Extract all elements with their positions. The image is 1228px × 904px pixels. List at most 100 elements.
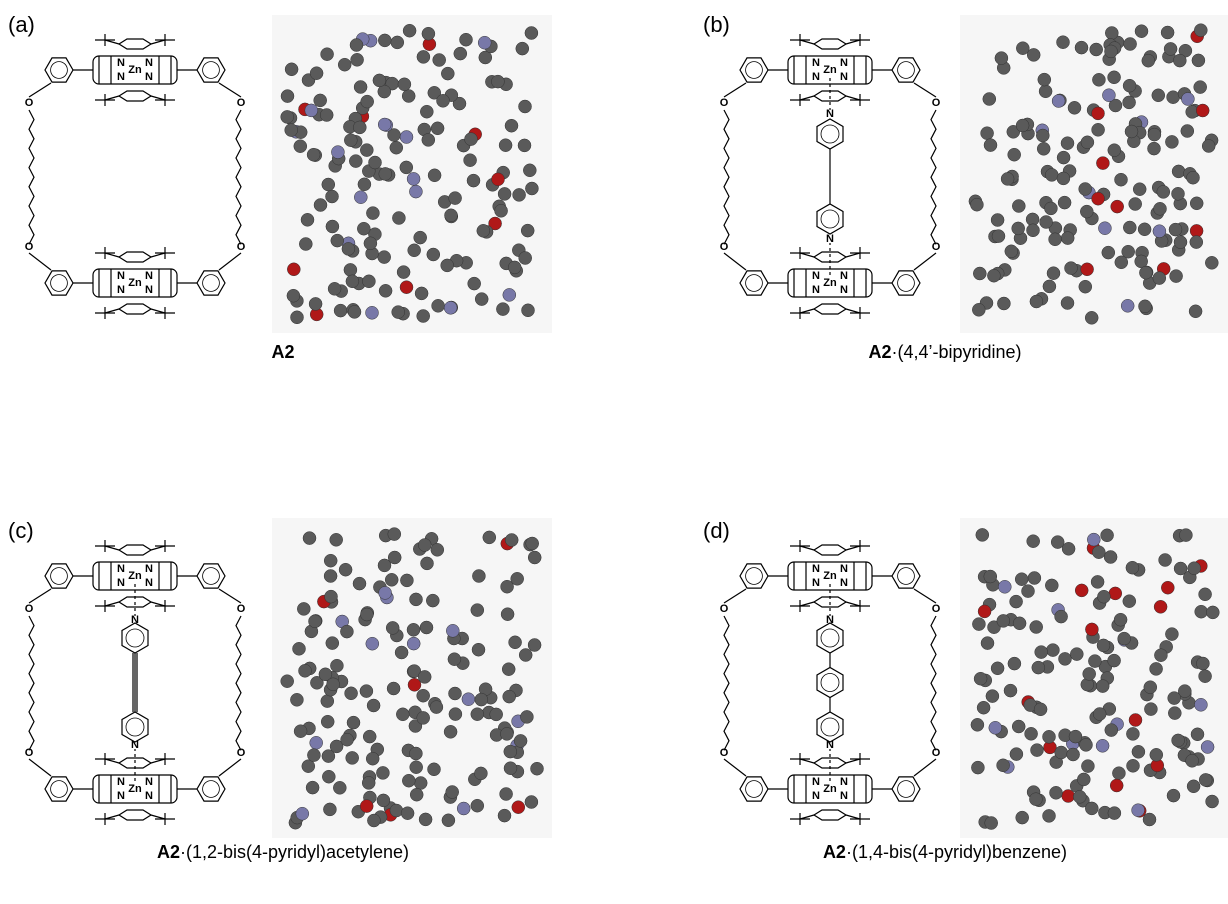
atom-sphere <box>1097 639 1110 652</box>
atom-sphere <box>528 639 541 652</box>
atom-sphere <box>503 288 516 301</box>
atom-sphere <box>367 699 380 712</box>
atom-sphere <box>347 716 360 729</box>
atom-sphere <box>1199 670 1212 683</box>
atom-sphere <box>502 663 515 676</box>
atom-sphere <box>1199 588 1212 601</box>
atom-sphere <box>519 252 532 265</box>
atom-sphere <box>1046 644 1059 657</box>
atom-sphere <box>1159 554 1172 567</box>
ring-aromatic <box>126 629 144 647</box>
atom-sphere <box>281 675 294 688</box>
atom-sphere <box>1124 38 1137 51</box>
atom-label: O <box>237 241 246 253</box>
atom-label: N <box>812 57 820 69</box>
alkyl-chain <box>29 616 34 750</box>
bond <box>29 253 51 270</box>
ring-aromatic <box>51 62 68 79</box>
atom-sphere <box>1138 223 1151 236</box>
atom-sphere <box>1105 45 1118 58</box>
atom-sphere <box>471 604 484 617</box>
atom-sphere <box>522 304 535 317</box>
panel: (d)ZnNNNNZnNNNNOOOONNA2·(1,4-bis(4-pyrid… <box>703 518 1228 862</box>
atom-sphere <box>1070 648 1083 661</box>
atom-sphere <box>387 682 400 695</box>
atom-sphere <box>400 281 413 294</box>
atom-sphere <box>971 718 984 731</box>
bond <box>914 83 936 97</box>
atom-sphere <box>445 209 458 222</box>
atom-sphere <box>496 303 509 316</box>
atom-sphere <box>1127 759 1140 772</box>
atom-sphere <box>1189 305 1202 318</box>
atom-sphere <box>330 659 343 672</box>
atom-sphere <box>1123 595 1136 608</box>
atom-sphere <box>346 275 359 288</box>
atom-sphere <box>1154 649 1167 662</box>
atom-sphere <box>1123 79 1136 92</box>
atom-sphere <box>1161 581 1174 594</box>
atom-sphere <box>314 94 327 107</box>
atom-sphere <box>420 105 433 118</box>
atom-sphere <box>1052 95 1065 108</box>
atom-sphere <box>1108 807 1121 820</box>
ring-aromatic <box>898 62 915 79</box>
aryl <box>814 545 846 555</box>
atom-sphere <box>1164 42 1177 55</box>
atom-sphere <box>366 637 379 650</box>
atom-sphere <box>1181 93 1194 106</box>
atom-sphere <box>1029 793 1042 806</box>
atom-sphere <box>468 277 481 290</box>
atom-sphere <box>981 127 994 140</box>
atom-sphere <box>1148 142 1161 155</box>
atom-sphere <box>1028 572 1041 585</box>
atom-sphere <box>346 751 359 764</box>
atom-sphere <box>1105 27 1118 40</box>
atom-sphere <box>1202 140 1215 153</box>
atom-label: Zn <box>823 570 837 582</box>
atom-sphere <box>1135 25 1148 38</box>
atom-sphere <box>471 799 484 812</box>
atom-sphere <box>1083 667 1096 680</box>
atom-sphere <box>997 759 1010 772</box>
atom-sphere <box>1190 236 1203 249</box>
atom-sphere <box>326 637 339 650</box>
atom-sphere <box>366 752 379 765</box>
caption: A2·(1,4-bis(4-pyridyl)benzene) <box>823 842 1067 862</box>
ring-aromatic <box>51 275 68 292</box>
atom-sphere <box>314 199 327 212</box>
atom-sphere <box>1105 724 1118 737</box>
atom-sphere <box>426 594 439 607</box>
atom-sphere <box>1139 266 1152 279</box>
atom-sphere <box>1173 54 1186 67</box>
atom-label: Zn <box>823 783 837 795</box>
atom-sphere <box>360 608 373 621</box>
atom-sphere <box>531 762 544 775</box>
atom-sphere <box>448 653 461 666</box>
atom-label: N <box>145 790 153 802</box>
atom-sphere <box>1154 600 1167 613</box>
atom-label: O <box>237 747 246 759</box>
atom-sphere <box>1179 529 1192 542</box>
atom-sphere <box>285 63 298 76</box>
atom-sphere <box>1154 202 1167 215</box>
atom-sphere <box>1057 36 1070 49</box>
atom-sphere <box>1043 809 1056 822</box>
atom-sphere <box>1004 684 1017 697</box>
atom-sphere <box>467 174 480 187</box>
atom-sphere <box>974 672 987 685</box>
atom-sphere <box>421 557 434 570</box>
atom-sphere <box>1057 151 1070 164</box>
atom-sphere <box>492 173 505 186</box>
atom-sphere <box>403 24 416 37</box>
atom-sphere <box>1087 533 1100 546</box>
atom-label: N <box>117 57 125 69</box>
atom-sphere <box>1167 91 1180 104</box>
atom-sphere <box>414 777 427 790</box>
atom-sphere <box>417 310 430 323</box>
atom-sphere <box>1058 196 1071 209</box>
atom-sphere <box>290 693 303 706</box>
atom-sphere <box>401 807 414 820</box>
atom-sphere <box>1081 263 1094 276</box>
atom-sphere <box>388 551 401 564</box>
